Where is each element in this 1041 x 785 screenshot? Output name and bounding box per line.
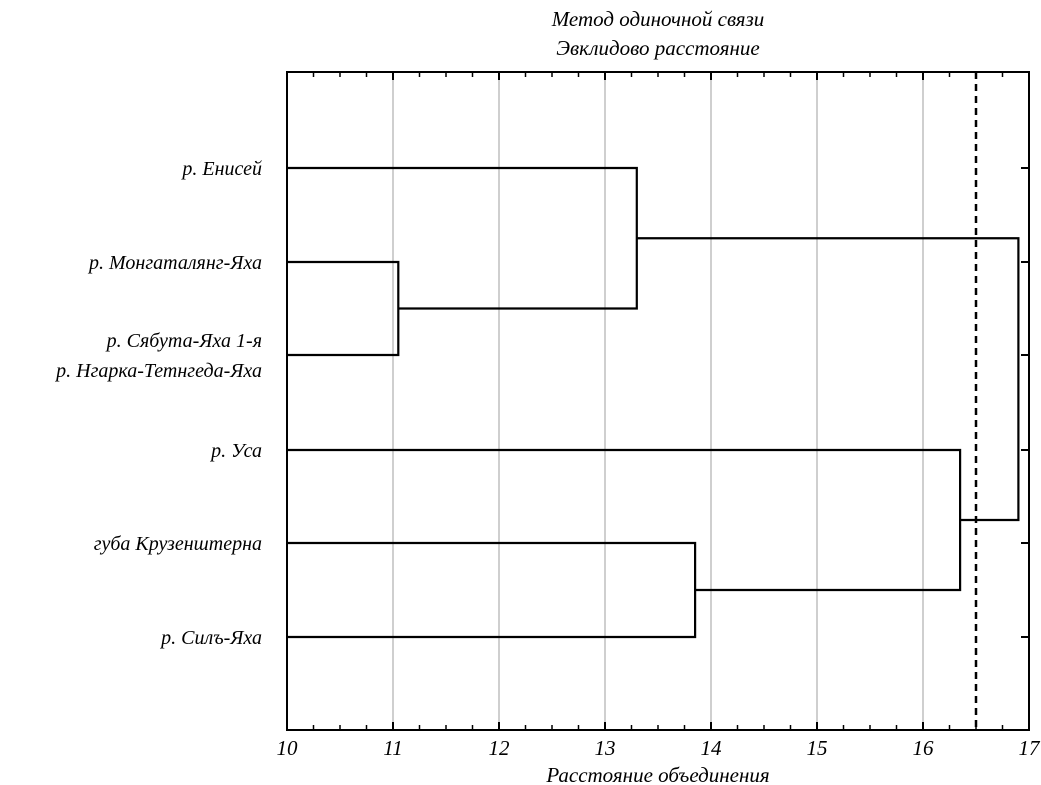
x-axis-label: Расстояние объединения <box>545 763 769 785</box>
leaf-label-3: р. Нгарка-Тетнгеда-Яха <box>54 360 262 382</box>
x-tick-label-5: 15 <box>807 736 828 760</box>
x-tick-label-4: 14 <box>701 736 723 760</box>
leaf-label-1: р. Монгаталянг-Яха <box>87 252 262 274</box>
chart-subtitle: Эвклидово расстояние <box>556 36 760 60</box>
leaf-label-5: губа Крузенштерна <box>94 533 262 555</box>
dendrogram-links <box>287 168 1018 637</box>
x-tick-label-2: 12 <box>489 736 511 760</box>
link-m4 <box>287 450 960 590</box>
chart-title: Метод одиночной связи <box>551 7 765 31</box>
axis-ticks <box>287 72 1029 730</box>
x-tick-labels: 10 11 12 13 14 15 16 17 <box>277 736 1041 760</box>
link-m3 <box>287 543 695 637</box>
link-m1 <box>287 262 398 355</box>
x-tick-label-3: 13 <box>595 736 616 760</box>
leaf-label-6: р. Силъ-Яха <box>159 627 262 649</box>
x-tick-label-0: 10 <box>277 736 299 760</box>
x-tick-label-6: 16 <box>913 736 935 760</box>
x-tick-label-7: 17 <box>1019 736 1041 760</box>
leaf-label-2: р. Сябута-Яха 1-я <box>105 330 262 352</box>
leaf-label-4: р. Уса <box>209 440 262 462</box>
link-m2 <box>287 168 637 309</box>
leaf-labels: р. Енисей р. Монгаталянг-Яха р. Сябута-Яха… <box>54 158 262 649</box>
plot-frame <box>287 72 1029 730</box>
gridlines <box>393 72 923 730</box>
x-tick-label-1: 11 <box>383 736 402 760</box>
leaf-label-0: р. Енисей <box>180 158 262 180</box>
